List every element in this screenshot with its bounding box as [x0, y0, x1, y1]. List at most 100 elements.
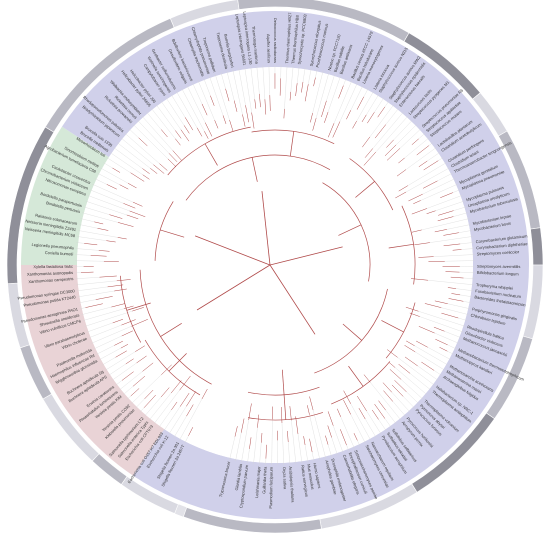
guide-line — [256, 65, 260, 94]
guide-line — [148, 392, 172, 421]
terminal-branch — [422, 180, 438, 189]
leaf-label: Fusobacterium nucleatum — [475, 288, 522, 299]
internal-branch-radial — [355, 181, 375, 198]
guide-line — [458, 317, 468, 321]
internal-branch-arc — [144, 339, 201, 396]
guide-line — [197, 80, 215, 121]
terminal-branch — [201, 103, 208, 116]
terminal-branch — [352, 120, 357, 129]
guide-line — [326, 74, 335, 101]
terminal-branch — [260, 432, 263, 443]
guide-line — [173, 416, 187, 438]
guide-line — [103, 162, 113, 169]
guide-line — [405, 147, 437, 170]
guide-line — [374, 97, 385, 113]
guide-line — [250, 66, 255, 100]
internal-branch-arc — [331, 361, 391, 405]
guide-line — [327, 444, 332, 457]
clade-sector-0 — [21, 265, 168, 479]
guide-line — [340, 416, 355, 449]
guide-line — [100, 167, 129, 184]
guide-line — [460, 242, 474, 245]
terminal-branch — [112, 167, 121, 173]
inner-tree-area — [77, 67, 473, 463]
leaf-label: Giardia lamblia — [234, 463, 244, 491]
terminal-branch — [327, 425, 332, 438]
terminal-branch — [99, 275, 117, 278]
terminal-branch — [440, 192, 453, 198]
terminal-branch — [249, 437, 252, 449]
guide-line — [75, 280, 117, 286]
guide-line — [78, 299, 96, 304]
terminal-branch — [233, 100, 238, 112]
terminal-branch — [313, 77, 316, 87]
terminal-branch — [411, 138, 419, 145]
terminal-branch — [332, 121, 341, 138]
terminal-branch — [161, 129, 168, 138]
leaf-label: Synechocystis sp. PCC6803 — [297, 13, 308, 64]
leaf-label: Arabidopsis thaliana — [288, 466, 296, 503]
internal-branch-radial — [160, 229, 185, 238]
leaf-label: Bifidobacterium longum — [477, 270, 520, 277]
terminal-branch — [353, 433, 358, 441]
guide-line — [146, 111, 162, 130]
guide-line — [116, 142, 151, 169]
terminal-branch — [414, 242, 430, 246]
leaf-label: Rattus norvegicus — [300, 465, 309, 497]
guide-line — [356, 90, 374, 122]
terminal-branch — [119, 184, 129, 190]
guide-line — [357, 440, 361, 447]
guide-line — [111, 362, 137, 381]
terminal-branch — [94, 221, 104, 225]
guide-line — [144, 396, 162, 417]
terminal-branch — [123, 305, 134, 309]
guide-line — [241, 419, 249, 463]
guide-line — [77, 230, 118, 238]
internal-branch-radial — [281, 369, 285, 395]
leaf-label: Coxiella burnetii — [45, 250, 74, 256]
guide-line — [84, 310, 133, 327]
terminal-branch — [95, 296, 113, 300]
terminal-branch — [251, 112, 255, 129]
guide-line — [90, 326, 132, 344]
terminal-branch — [443, 243, 461, 247]
terminal-branch — [130, 388, 140, 397]
guide-line — [392, 401, 406, 417]
terminal-branch — [410, 278, 428, 281]
guide-line — [168, 406, 187, 435]
terminal-branch — [142, 362, 154, 372]
terminal-branch — [441, 312, 459, 319]
terminal-branch — [343, 390, 352, 404]
terminal-branch — [111, 303, 125, 308]
guide-line — [339, 82, 358, 122]
terminal-branch — [179, 375, 191, 391]
terminal-branch — [411, 229, 422, 233]
leaf-label: Deinococcus radiodurans — [273, 18, 278, 63]
guide-line — [419, 316, 464, 333]
guide-line — [101, 357, 116, 366]
terminal-branch — [127, 183, 137, 189]
terminal-branch — [303, 436, 306, 446]
terminal-branch — [123, 203, 136, 209]
terminal-branch — [325, 435, 329, 445]
guide-line — [427, 347, 452, 361]
leaf-label: Mus musculus — [306, 464, 315, 490]
terminal-branch — [175, 138, 181, 146]
terminal-branch — [121, 319, 136, 326]
terminal-branch — [383, 390, 394, 402]
guide-line — [428, 142, 434, 146]
terminal-branch — [179, 392, 190, 407]
terminal-branch — [391, 384, 404, 397]
terminal-branch — [126, 214, 139, 220]
terminal-branch — [259, 93, 261, 108]
leaf-label: Corynebacterium diphtheriae — [476, 241, 528, 250]
guide-line — [403, 396, 415, 409]
terminal-branch — [443, 232, 459, 236]
guide-line — [366, 410, 382, 435]
terminal-branch — [396, 169, 407, 177]
guide-line — [363, 88, 369, 97]
terminal-branch — [132, 375, 146, 387]
terminal-branch — [204, 131, 209, 139]
terminal-branch — [361, 114, 367, 123]
